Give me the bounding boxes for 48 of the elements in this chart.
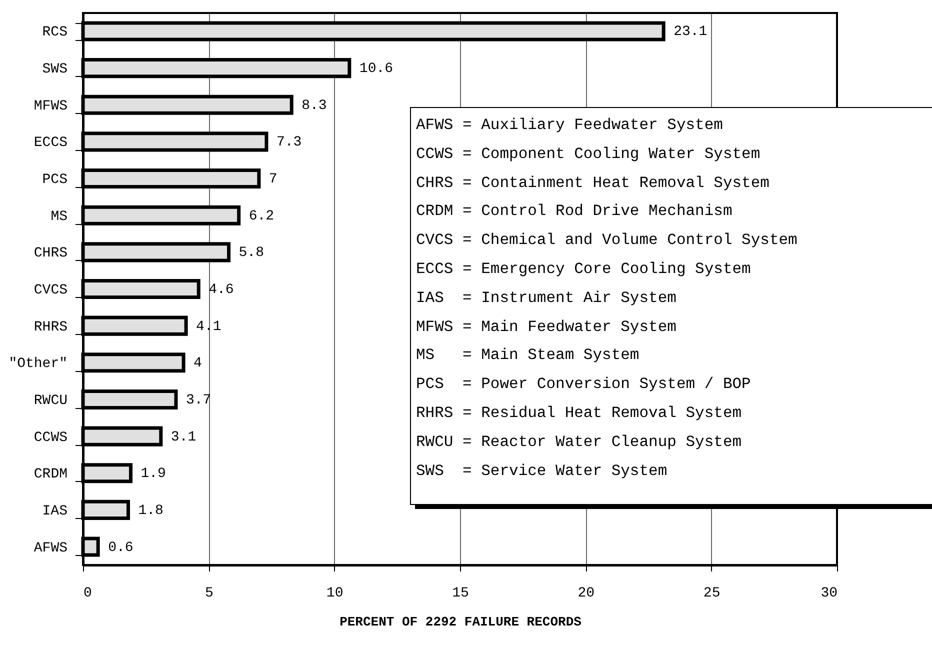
x-tick-label: 0 bbox=[84, 586, 92, 602]
data-label: 3.1 bbox=[170, 429, 196, 446]
y-tick-label: PCS bbox=[42, 172, 68, 188]
y-tick-label: RWCU bbox=[34, 392, 68, 409]
annotation: RHRS = Residual Heat Removal System bbox=[416, 402, 743, 424]
annotation: MS = Main Steam System bbox=[416, 345, 640, 366]
y-tick-label: MS bbox=[50, 208, 68, 225]
y-tick-label: IAS bbox=[42, 503, 68, 520]
annotation: CVCS = Chemical and Volume Control System bbox=[416, 230, 798, 252]
y-tick-label: ECCS bbox=[34, 135, 68, 152]
annotation: MFWS = Main Feedwater System bbox=[416, 316, 678, 338]
annotation: SWS = Service Water System bbox=[416, 460, 668, 482]
data-label: 7.3 bbox=[276, 134, 302, 151]
annotation: CCWS = Component Cooling Water System bbox=[416, 144, 762, 165]
x-tick-label: 30 bbox=[820, 586, 838, 602]
x-axis-title: PERCENT OF 2292 FAILURE RECORDS bbox=[340, 614, 582, 630]
y-tick-label: "Other" bbox=[8, 356, 68, 372]
data-label: 8.3 bbox=[302, 98, 327, 114]
annotation: RWCU = Reactor Water Cleanup System bbox=[416, 432, 743, 453]
y-tick-label: CHRS bbox=[34, 246, 68, 262]
annotation: CHRS = Containment Heat Removal System bbox=[416, 172, 770, 194]
annotation: IAS = Instrument Air System bbox=[416, 288, 678, 309]
y-tick-label: RCS bbox=[42, 24, 68, 41]
data-label: 1.9 bbox=[140, 466, 166, 482]
annotation: ECCS = Emergency Core Cooling System bbox=[416, 258, 752, 280]
y-tick-label: CVCS bbox=[34, 282, 68, 298]
data-label: 23.1 bbox=[674, 24, 708, 40]
y-tick-label: RHRS bbox=[34, 319, 68, 336]
data-label: 6.2 bbox=[248, 208, 274, 224]
x-tick-label: 5 bbox=[204, 586, 214, 602]
x-tick-label: 25 bbox=[703, 586, 720, 602]
y-tick-label: SWS bbox=[42, 62, 68, 78]
x-tick-label: 10 bbox=[326, 586, 344, 602]
data-label: 1.8 bbox=[138, 502, 164, 519]
annotation: CRDM = Control Rod Drive Mechanism bbox=[416, 201, 734, 222]
data-label: 7 bbox=[268, 172, 278, 188]
y-tick-label: MFWS bbox=[34, 98, 68, 114]
y-tick-label: AFWS bbox=[34, 540, 68, 556]
data-label: 5.8 bbox=[238, 245, 264, 262]
data-label: 0.6 bbox=[108, 540, 134, 556]
y-tick-label: CCWS bbox=[34, 430, 68, 446]
data-label: 4 bbox=[194, 356, 202, 372]
y-tick-label: CRDM bbox=[34, 466, 68, 483]
annotation: PCS = Power Conversion System / BOP bbox=[416, 374, 752, 396]
data-label: 10.6 bbox=[359, 61, 394, 78]
annotation: AFWS = Auxiliary Feedwater System bbox=[416, 115, 724, 136]
x-tick-label: 20 bbox=[578, 586, 595, 602]
x-tick-label: 15 bbox=[452, 586, 469, 602]
